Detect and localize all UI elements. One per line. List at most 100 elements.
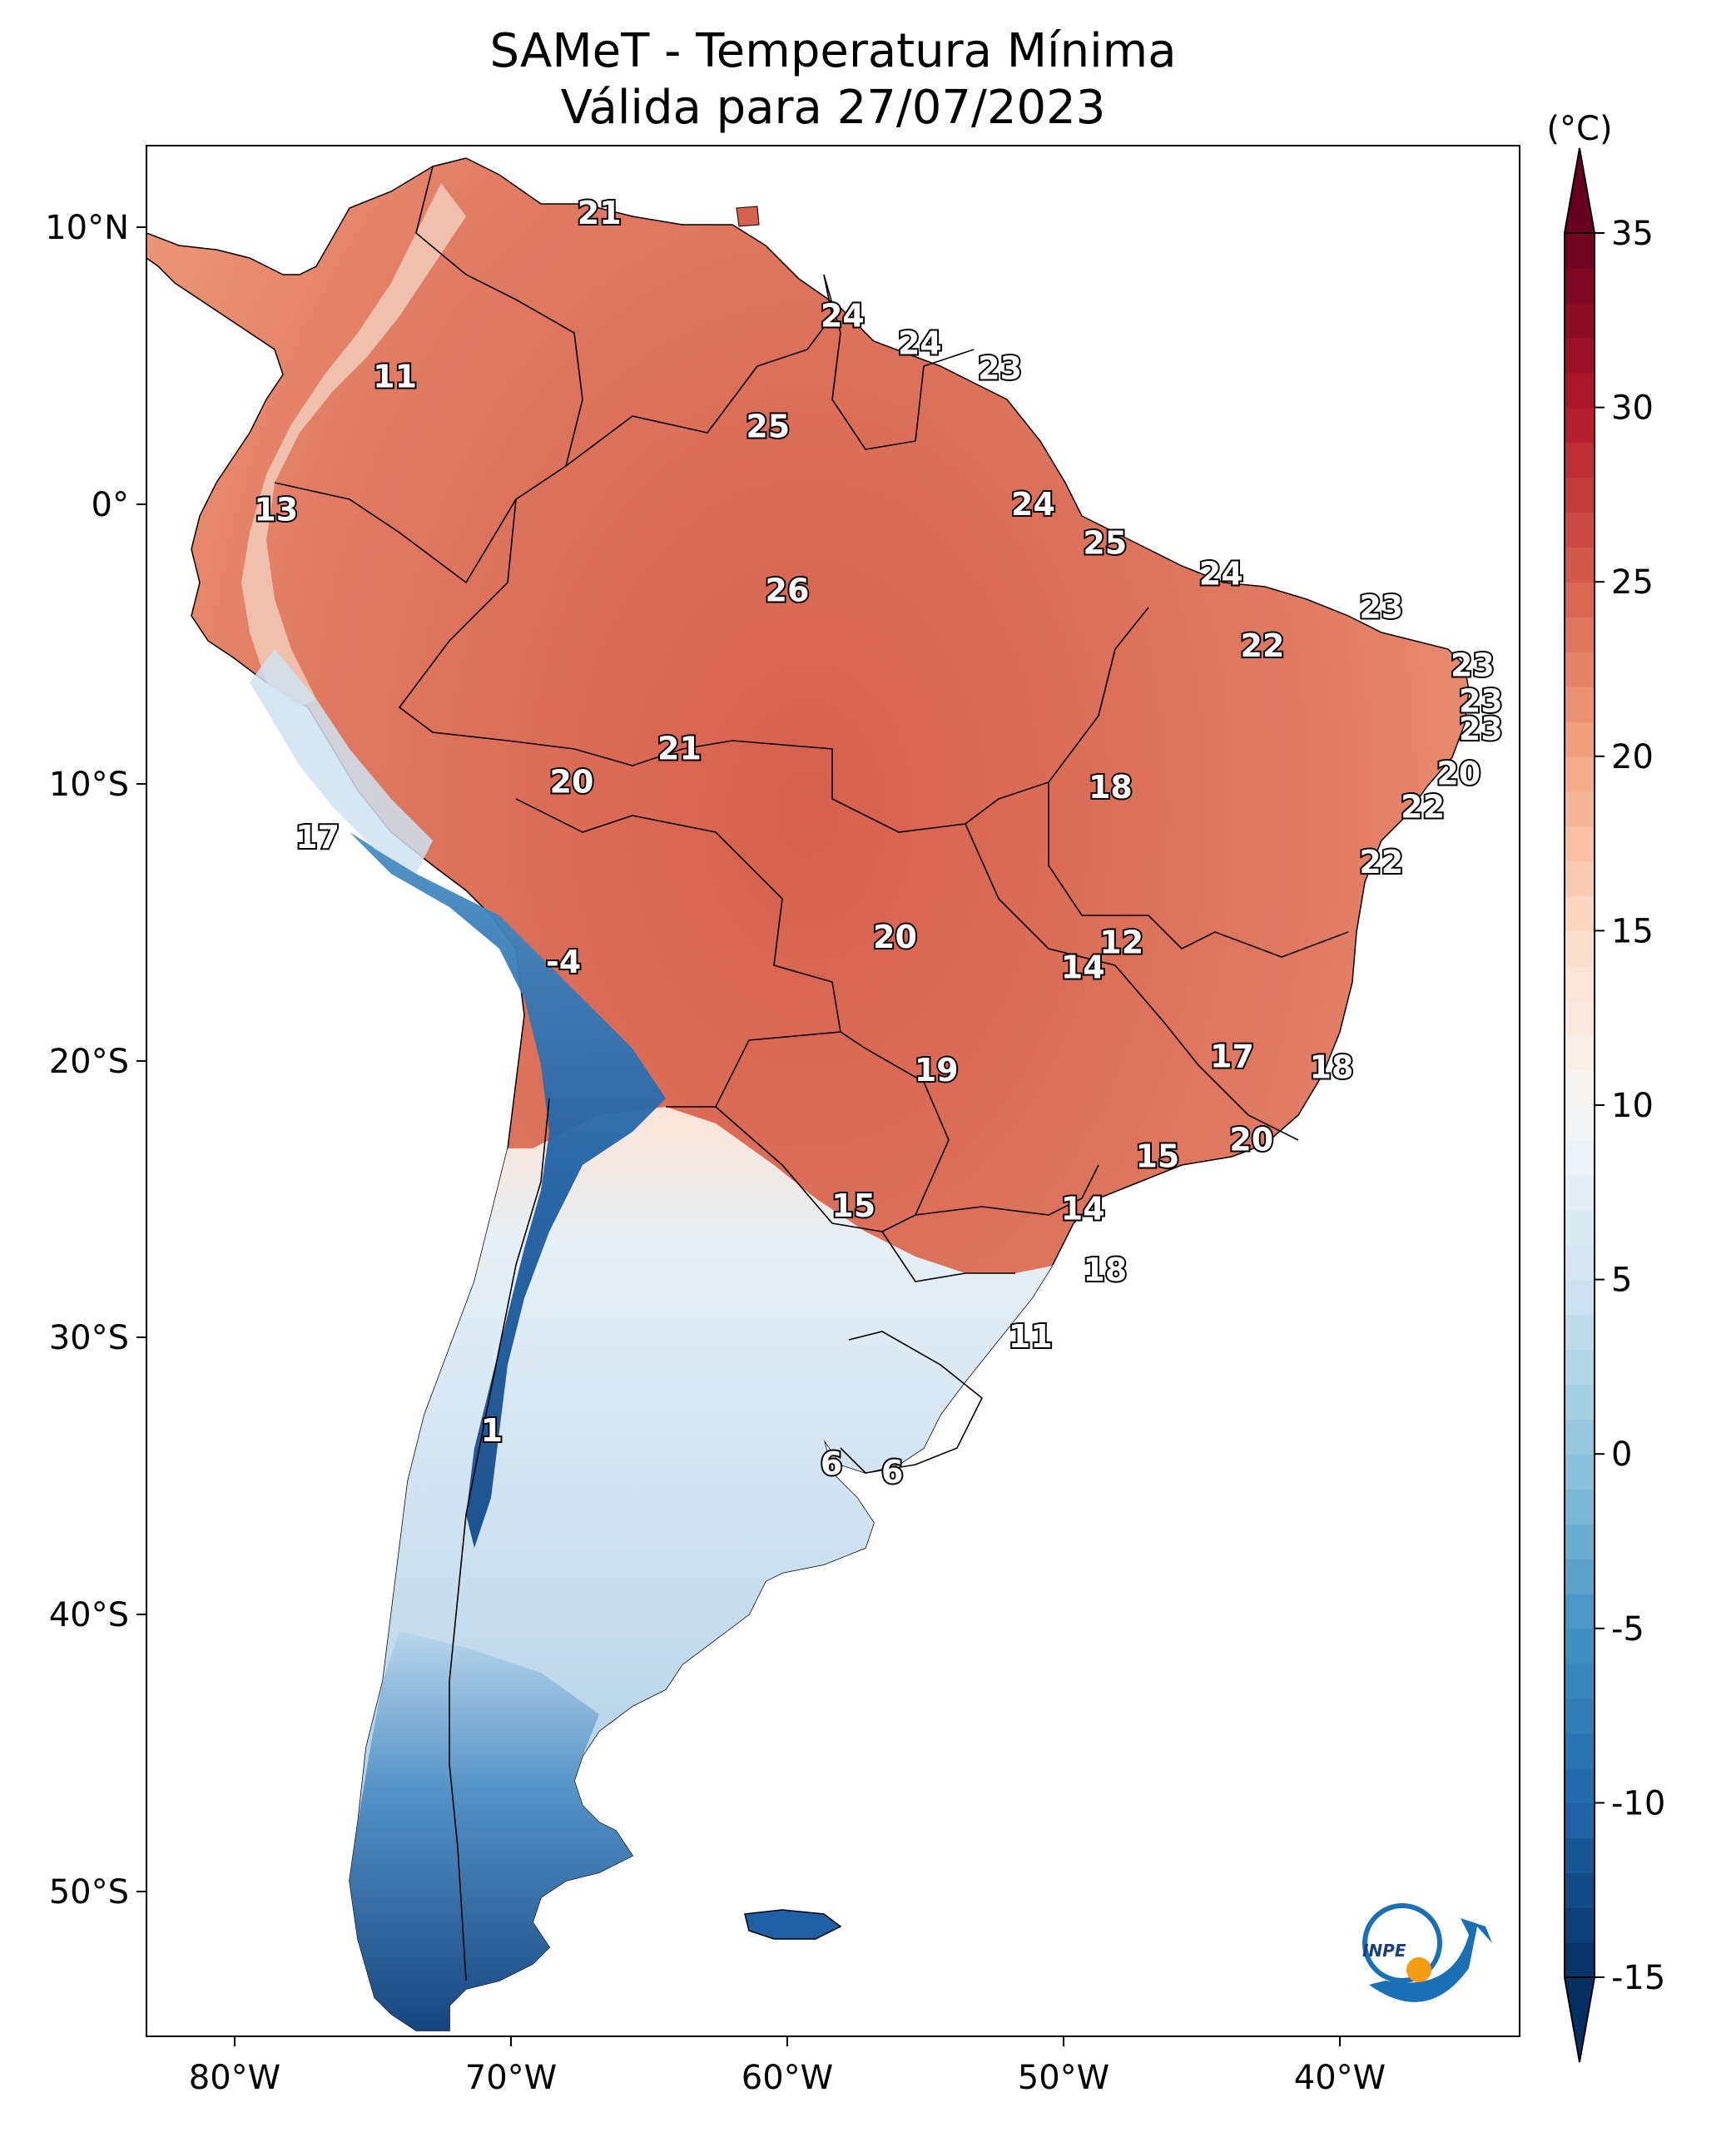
colorbar-band xyxy=(1565,1174,1595,1211)
colorbar-band xyxy=(1565,442,1595,478)
colorbar-band xyxy=(1565,895,1595,932)
inpe-logo: INPE xyxy=(1362,1903,1492,2002)
station-label: 13 xyxy=(254,492,298,528)
colorbar-band xyxy=(1565,791,1595,827)
colorbar-band xyxy=(1565,1593,1595,1629)
map-title: SAMeT - Temperatura Mínima Válida para 2… xyxy=(146,23,1520,136)
border-colombia-peru xyxy=(274,465,567,584)
colorbar-band xyxy=(1565,1279,1595,1316)
colorbar-band xyxy=(1565,1907,1595,1943)
colorbar-band xyxy=(1565,1454,1595,1490)
colorbar-band xyxy=(1565,267,1595,304)
lon-label-70w: 70°W xyxy=(465,2059,557,2097)
lat-label-0: 0° xyxy=(92,486,129,524)
colorbar-bottom-triangle xyxy=(1563,1976,1596,2063)
colorbar-top-triangle xyxy=(1563,147,1596,234)
northern-andes-cool-band xyxy=(241,183,466,707)
colorbar-tick-label: 30 xyxy=(1611,389,1654,428)
colorbar-ticks: 35 30 25 20 15 10 5 0 -5 -10 -15 xyxy=(1595,215,1665,1997)
colorbar-tick-label: 15 xyxy=(1611,912,1654,950)
station-label: 22 xyxy=(1241,627,1285,664)
station-label: 24 xyxy=(821,297,865,334)
colorbar-tick-label: -10 xyxy=(1611,1784,1665,1822)
lon-label-50w: 50°W xyxy=(1018,2059,1109,2097)
title-line-2: Válida para 27/07/2023 xyxy=(560,81,1106,135)
longitude-axis: 80°W 70°W 60°W 50°W 40°W xyxy=(189,2036,1386,2097)
colorbar-band xyxy=(1565,826,1595,862)
station-label: 11 xyxy=(373,359,417,395)
colorbar-band xyxy=(1565,1628,1595,1664)
country-borders xyxy=(274,166,1349,1981)
colorbar-band xyxy=(1565,1139,1595,1176)
station-label: 20 xyxy=(550,763,594,800)
continent-layer xyxy=(146,157,1470,2031)
colorbar-band xyxy=(1565,1349,1595,1386)
colorbar-band xyxy=(1565,477,1595,513)
station-label: 22 xyxy=(1359,844,1403,880)
colorbar-band xyxy=(1565,756,1595,792)
latitude-axis: 10°N 0° 10°S 20°S 30°S 40°S 50°S xyxy=(45,209,146,1912)
station-label: 23 xyxy=(1459,711,1503,747)
border-peru-brazil xyxy=(398,498,733,766)
colorbar-band xyxy=(1565,1559,1595,1594)
border-venezuela-brazil xyxy=(565,274,833,467)
colorbar-band xyxy=(1565,721,1595,757)
border-guyana xyxy=(823,274,916,450)
station-label: 23 xyxy=(978,350,1022,387)
station-label: 25 xyxy=(1083,525,1127,562)
inpe-logo-ring xyxy=(1362,1903,1442,1983)
colorbar-band xyxy=(1565,407,1595,444)
border-brazil-states xyxy=(732,607,1149,833)
inpe-logo-orange-dot xyxy=(1406,1957,1431,1982)
lat-label-50s: 50°S xyxy=(49,1873,129,1912)
trinidad-island xyxy=(736,206,760,227)
station-label: 6 xyxy=(821,1445,842,1482)
colorbar-band xyxy=(1565,582,1595,617)
colorbar-band xyxy=(1565,1105,1595,1141)
andes-cold-band xyxy=(350,832,666,1548)
colorbar-band xyxy=(1565,372,1595,409)
colorbar-band xyxy=(1565,930,1595,967)
station-label: 17 xyxy=(1210,1038,1254,1074)
border-brazil-states-4 xyxy=(915,1164,1099,1216)
lon-label-80w: 80°W xyxy=(189,2059,280,2097)
colorbar-band xyxy=(1565,547,1595,583)
colorbar-band xyxy=(1565,1768,1595,1804)
colorbar-tick-label: 0 xyxy=(1611,1435,1632,1474)
station-label: 21 xyxy=(578,195,622,231)
colorbar-band xyxy=(1565,1942,1595,1978)
station-label: 19 xyxy=(915,1052,959,1088)
border-bolivia xyxy=(515,798,841,1108)
peru-cool-band xyxy=(250,649,433,874)
station-label: 18 xyxy=(1089,769,1133,806)
colorbar-band xyxy=(1565,1314,1595,1351)
colorbar-tick-label: 10 xyxy=(1611,1087,1654,1125)
colorbar-bands xyxy=(1565,233,1595,1978)
station-label: 25 xyxy=(746,409,790,445)
colorbar-band xyxy=(1565,652,1595,687)
station-label: 20 xyxy=(873,919,917,955)
colorbar-band xyxy=(1565,860,1595,897)
station-label: 6 xyxy=(881,1454,903,1490)
station-label: 21 xyxy=(657,730,702,766)
station-label: -4 xyxy=(546,944,581,980)
station-label: 24 xyxy=(898,325,942,362)
colorbar-tick-label: 20 xyxy=(1611,738,1654,776)
station-label: 17 xyxy=(295,819,340,855)
colorbar-band xyxy=(1565,1209,1595,1246)
lon-label-60w: 60°W xyxy=(742,2059,833,2097)
colorbar-band xyxy=(1565,1000,1595,1036)
colorbar-band xyxy=(1565,512,1595,548)
station-label: 23 xyxy=(1459,683,1503,720)
station-label: 26 xyxy=(766,572,810,608)
title-line-1: SAMeT - Temperatura Mínima xyxy=(489,24,1177,78)
colorbar-band xyxy=(1565,1872,1595,1908)
station-label: 14 xyxy=(1061,1191,1105,1227)
colorbar-band xyxy=(1565,302,1595,339)
colorbar-band xyxy=(1565,1070,1595,1106)
colorbar-band xyxy=(1565,1698,1595,1734)
colorbar-band xyxy=(1565,687,1595,722)
inpe-logo-arrow xyxy=(1369,1918,1492,2002)
